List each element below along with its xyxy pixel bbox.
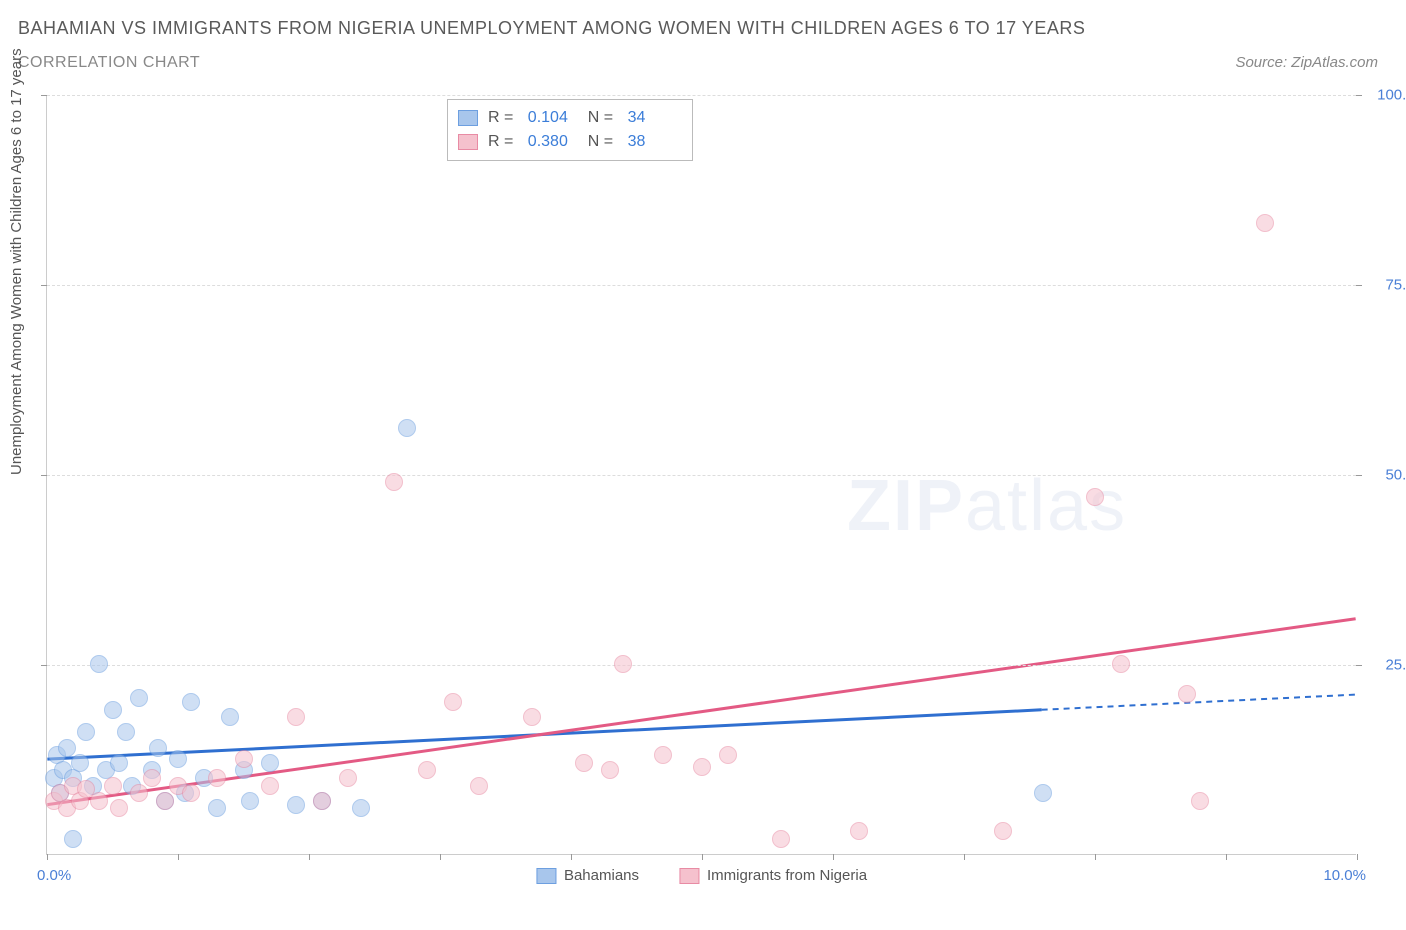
data-point [1086,488,1104,506]
data-point [313,792,331,810]
data-point [182,784,200,802]
data-point [523,708,541,726]
gridline [47,95,1356,96]
data-point [772,830,790,848]
data-point [1034,784,1052,802]
data-point [117,723,135,741]
data-point [104,701,122,719]
data-point [1256,214,1274,232]
data-point [418,761,436,779]
data-point [221,708,239,726]
data-point [64,830,82,848]
legend-label: Immigrants from Nigeria [707,867,867,884]
data-point [110,799,128,817]
source-label: Source: ZipAtlas.com [1235,54,1378,71]
data-point [71,754,89,772]
data-point [352,799,370,817]
data-point [182,693,200,711]
data-point [719,746,737,764]
data-point [385,473,403,491]
data-point [90,792,108,810]
legend-item-nigeria: Immigrants from Nigeria [679,867,867,884]
data-point [614,655,632,673]
data-point [601,761,619,779]
legend-label: Bahamians [564,867,639,884]
y-axis-label: Unemployment Among Women with Children A… [8,48,25,475]
stats-swatch-pink [458,134,478,150]
x-tick [702,854,703,860]
data-point [110,754,128,772]
data-point [398,419,416,437]
stats-box: R = 0.104 N = 34 R = 0.380 N = 38 [447,99,693,161]
chart-title: BAHAMIAN VS IMMIGRANTS FROM NIGERIA UNEM… [18,18,1085,39]
chart-subtitle: CORRELATION CHART [18,54,200,72]
data-point [235,750,253,768]
data-point [156,792,174,810]
data-point [208,769,226,787]
data-point [287,796,305,814]
data-point [654,746,672,764]
x-tick [1357,854,1358,860]
data-point [575,754,593,772]
data-point [169,750,187,768]
data-point [287,708,305,726]
data-point [339,769,357,787]
data-point [994,822,1012,840]
y-tick-label: 50.0% [1368,467,1406,484]
x-tick [964,854,965,860]
gridline [47,285,1356,286]
y-tick-label: 75.0% [1368,277,1406,294]
x-tick [178,854,179,860]
y-tick-label: 25.0% [1368,657,1406,674]
y-tick-label: 100.0% [1368,87,1406,104]
data-point [208,799,226,817]
data-point [241,792,259,810]
gridline [47,475,1356,476]
x-tick [1226,854,1227,860]
gridline [47,665,1356,666]
x-axis-min-label: 0.0% [37,867,71,884]
legend-item-bahamians: Bahamians [536,867,639,884]
x-tick [309,854,310,860]
legend: Bahamians Immigrants from Nigeria [536,867,867,884]
data-point [90,655,108,673]
x-tick [440,854,441,860]
data-point [104,777,122,795]
stats-swatch-blue [458,110,478,126]
data-point [850,822,868,840]
watermark: ZIPatlas [847,465,1127,547]
data-point [261,754,279,772]
data-point [130,689,148,707]
x-tick [1095,854,1096,860]
data-point [261,777,279,795]
data-point [693,758,711,776]
x-tick [833,854,834,860]
data-point [444,693,462,711]
x-tick [47,854,48,860]
x-axis-max-label: 10.0% [1323,867,1366,884]
data-point [143,769,161,787]
legend-swatch-pink [679,868,699,884]
data-point [1191,792,1209,810]
x-tick [571,854,572,860]
data-point [470,777,488,795]
data-point [1178,685,1196,703]
legend-swatch-blue [536,868,556,884]
stats-row-bahamians: R = 0.104 N = 34 [458,106,678,130]
data-point [77,723,95,741]
stats-row-nigeria: R = 0.380 N = 38 [458,130,678,154]
data-point [149,739,167,757]
data-point [130,784,148,802]
chart-area: ZIPatlas R = 0.104 N = 34 R = 0.380 N = … [46,95,1356,855]
data-point [58,739,76,757]
data-point [1112,655,1130,673]
